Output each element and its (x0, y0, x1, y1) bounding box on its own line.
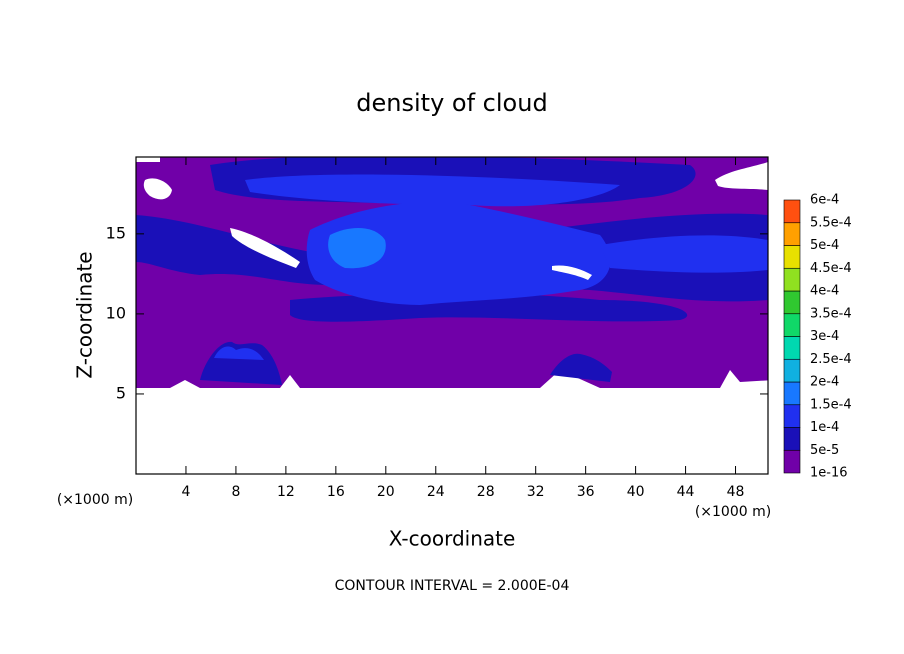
field (136, 157, 768, 474)
colorbar-band (783, 290, 801, 315)
x-tick-label: 32 (527, 484, 545, 500)
x-tick-label: 16 (327, 484, 345, 500)
x-tick-label: 36 (577, 484, 595, 500)
colorbar-band (783, 449, 801, 474)
y-tick-label: 15 (106, 223, 126, 242)
colorbar-band (783, 222, 801, 246)
colorbar-label: 2.5e-4 (810, 352, 852, 367)
colorbar-label: 3.5e-4 (810, 306, 852, 321)
colorbar-band (783, 267, 801, 292)
colorbar-band (783, 404, 801, 428)
colorbar-label: 4.5e-4 (810, 261, 852, 276)
empty-region (136, 388, 768, 474)
x-tick-label: 8 (231, 484, 240, 500)
contour-region (328, 228, 386, 269)
colorbar-band (783, 427, 801, 451)
colorbar-label: 3e-4 (810, 329, 839, 344)
x-tick-label: 28 (477, 484, 495, 500)
empty-region (230, 228, 300, 268)
x-unit-label: (×1000 m) (57, 492, 133, 508)
empty-region (715, 162, 768, 190)
x-tick-label: 12 (277, 484, 295, 500)
colorbar-label: 6e-4 (810, 193, 839, 208)
empty-region (552, 265, 592, 280)
empty-region (136, 157, 160, 162)
x-unit-label: (×1000 m) (695, 504, 771, 520)
colorbar-label: 5.5e-4 (810, 215, 852, 230)
colorbar-band (783, 313, 801, 337)
y-tick-label: 10 (106, 303, 126, 322)
colorbar-label: 5e-4 (810, 238, 839, 253)
y-tick-label: 5 (116, 383, 126, 402)
colorbar-label: 1e-4 (810, 420, 839, 435)
x-tick-label: 44 (677, 484, 695, 500)
x-tick-label: 4 (181, 484, 190, 500)
x-tick-label: 48 (727, 484, 745, 500)
contour-region (600, 235, 768, 273)
empty-region (143, 178, 172, 200)
colorbar-band (783, 381, 801, 406)
colorbar-label: 5e-5 (810, 443, 839, 458)
colorbar-label: 4e-4 (810, 284, 839, 299)
colorbar-band (783, 245, 801, 269)
contour-region (214, 346, 264, 360)
contour-region (550, 353, 612, 382)
y-axis-label: Z-coordinate (73, 251, 97, 378)
x-tick-label: 40 (627, 484, 645, 500)
contour-region (136, 215, 330, 285)
x-tick-label: 24 (427, 484, 445, 500)
contour-field (136, 157, 768, 474)
colorbar-band (783, 358, 801, 383)
colorbar-band (783, 336, 801, 360)
contour-region (245, 174, 620, 207)
x-axis-label: X-coordinate (389, 527, 516, 551)
x-tick-label: 20 (377, 484, 395, 500)
colorbar-label: 2e-4 (810, 375, 839, 390)
footer-note: CONTOUR INTERVAL = 2.000E-04 (335, 578, 570, 594)
colorbar-label: 1.5e-4 (810, 397, 852, 412)
chart-title: density of cloud (356, 89, 547, 117)
contour-region (306, 202, 611, 305)
colorbar-label: 1e-16 (810, 466, 848, 481)
plot-frame (135, 156, 769, 475)
colorbar-band (783, 199, 801, 224)
